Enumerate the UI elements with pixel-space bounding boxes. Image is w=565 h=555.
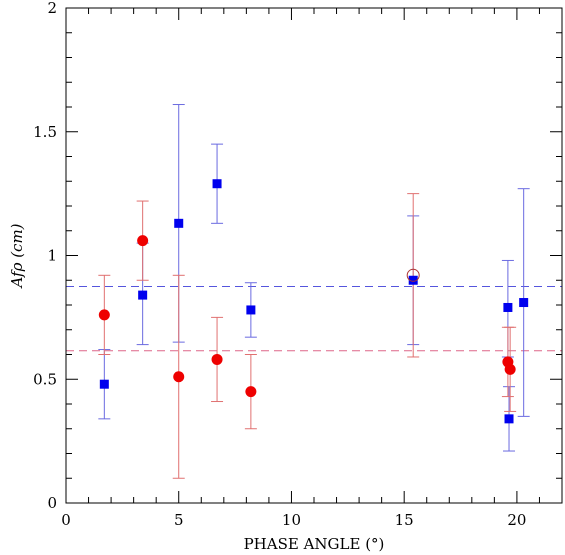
- square-point: [246, 305, 256, 315]
- x-tick-label: 15: [395, 511, 414, 529]
- axis-tick-labels: 0 5 10 15 20 0 0.5 1 1.5 2: [33, 0, 526, 529]
- square-point: [504, 414, 514, 424]
- open-circle-point: [406, 268, 420, 282]
- plot-frame: [65, 7, 563, 504]
- circle-point: [137, 235, 149, 247]
- x-tick-label: 20: [507, 511, 526, 529]
- circle-point: [173, 371, 185, 383]
- square-point: [519, 298, 529, 308]
- x-tick-label: 5: [174, 511, 184, 529]
- square-point: [174, 218, 184, 228]
- square-point: [138, 290, 148, 300]
- x-tick-label: 10: [282, 511, 301, 529]
- circle-point: [504, 363, 516, 375]
- y-tick-label: 1: [47, 247, 57, 265]
- square-point: [408, 275, 418, 285]
- circle-point: [211, 353, 223, 365]
- y-tick-label: 1.5: [33, 123, 57, 141]
- y-axis-label: Afρ (cm): [8, 223, 26, 289]
- error-bars: [98, 104, 530, 479]
- y-tick-label: 2: [47, 0, 57, 17]
- x-axis-label: PHASE ANGLE (°): [244, 535, 385, 553]
- circle-point: [245, 386, 257, 398]
- axis-ticks: [65, 7, 563, 504]
- square-point: [503, 302, 513, 312]
- error-bar: [407, 193, 420, 358]
- y-tick-label: 0.5: [33, 370, 57, 388]
- y-tick-label: 0: [47, 494, 57, 512]
- circle-point: [98, 309, 110, 321]
- reference-lines: [66, 285, 562, 352]
- data-markers: [98, 179, 529, 424]
- square-point: [99, 379, 109, 389]
- x-tick-label: 0: [61, 511, 71, 529]
- square-point: [212, 179, 222, 189]
